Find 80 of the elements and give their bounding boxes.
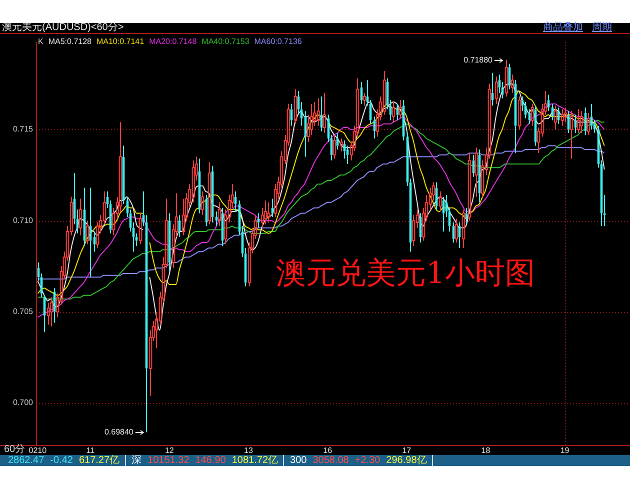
candlestick (576, 108, 580, 134)
candlestick (332, 134, 336, 160)
candlestick (398, 100, 402, 119)
annotation: 0.69840 (104, 428, 134, 437)
y-tick-label: 0.705 (12, 307, 34, 316)
annotation: 0.71880 (464, 56, 494, 65)
x-tick-label: 11 (86, 446, 96, 456)
x-tick-label: 0210 (28, 446, 48, 456)
text: 3058.08 (312, 455, 349, 466)
text: 2862.47 (8, 455, 44, 466)
candlestick (462, 209, 466, 248)
x-tick-label: 13 (244, 446, 254, 456)
annotation: 澳元兑美元1小时图 (276, 256, 536, 291)
candlestick (412, 214, 416, 247)
text: MA10:0.7141 (96, 37, 144, 46)
candlestick (396, 103, 399, 121)
candlestick (266, 202, 270, 223)
candlestick (78, 198, 82, 236)
candlestick (504, 60, 508, 98)
candlestick (50, 296, 54, 327)
candlestick (392, 102, 396, 123)
candlestick (530, 103, 534, 126)
text: 商品叠加 (543, 22, 583, 33)
candlestick (322, 92, 326, 134)
candlestick (264, 200, 268, 225)
text: 617.27亿 (78, 455, 126, 466)
text: 296.98亿 (386, 455, 433, 466)
text: 10151.32 (148, 455, 190, 466)
candlestick (138, 212, 142, 245)
candlestick (528, 108, 531, 124)
chart-title: 澳元美元(AUDUSD)<60分> (2, 22, 124, 33)
candlestick (494, 76, 498, 104)
candlestick (340, 138, 344, 152)
text: 深 (132, 455, 142, 466)
candlestick (560, 108, 564, 126)
candlestick (547, 94, 550, 112)
candlestick (208, 162, 212, 225)
text: 周期 (592, 22, 612, 33)
y-tick-label: 0.710 (12, 216, 34, 225)
x-tick-label: 17 (402, 446, 412, 456)
candlestick (336, 132, 339, 150)
y-tick-label: 0.715 (12, 124, 34, 134)
candlestick (564, 106, 568, 123)
candlestick (570, 110, 574, 160)
candlestick (382, 70, 386, 116)
text: 60分 (4, 444, 26, 455)
text: MA60:0.7136 (254, 37, 302, 46)
text: 1081.72亿 (232, 455, 284, 466)
text: MA40:0.7153 (202, 37, 250, 46)
candlestick (294, 88, 298, 124)
x-tick-label: 18 (481, 446, 491, 456)
candlestick (218, 202, 222, 227)
text: MA5:0.7128 (48, 37, 92, 46)
y-tick-label: 0.700 (12, 398, 34, 408)
candlestick (93, 231, 96, 252)
candlestick (580, 110, 584, 134)
candlestick (586, 112, 590, 136)
x-tick-label: 16 (323, 446, 333, 456)
text: +2.30 (354, 455, 380, 466)
candlestick (468, 152, 472, 222)
x-tick-label: 19 (560, 446, 570, 456)
candlestick (557, 106, 560, 124)
candlestick (102, 190, 106, 225)
candlestick (438, 190, 442, 212)
candlestick (316, 98, 320, 126)
text: -0.42 (50, 455, 73, 466)
candlestick (554, 105, 558, 130)
candlestick (518, 96, 522, 130)
legend-title: K (38, 37, 44, 46)
candlestick (86, 220, 90, 245)
text: 300 (290, 455, 307, 466)
candlestick (474, 147, 478, 198)
x-tick-label: 12 (164, 446, 174, 456)
text: MA20:0.7148 (149, 37, 197, 46)
text: 146.90 (195, 455, 226, 466)
candlestick (200, 190, 204, 216)
candlestick (510, 74, 514, 94)
candlestick (454, 218, 458, 243)
candlestick (362, 92, 366, 106)
candlestick (192, 160, 196, 203)
